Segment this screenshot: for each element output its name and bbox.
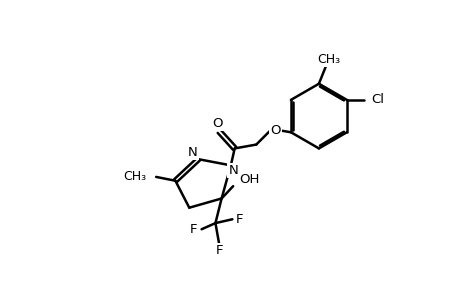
Text: N: N	[188, 146, 197, 159]
Text: OH: OH	[239, 173, 259, 186]
Text: F: F	[215, 244, 223, 257]
Text: F: F	[236, 213, 243, 226]
Text: F: F	[190, 223, 197, 236]
Text: O: O	[212, 117, 223, 130]
Text: O: O	[270, 124, 280, 137]
Text: Cl: Cl	[370, 93, 383, 106]
Text: CH₃: CH₃	[123, 170, 146, 183]
Text: N: N	[228, 164, 237, 177]
Text: CH₃: CH₃	[317, 53, 340, 66]
